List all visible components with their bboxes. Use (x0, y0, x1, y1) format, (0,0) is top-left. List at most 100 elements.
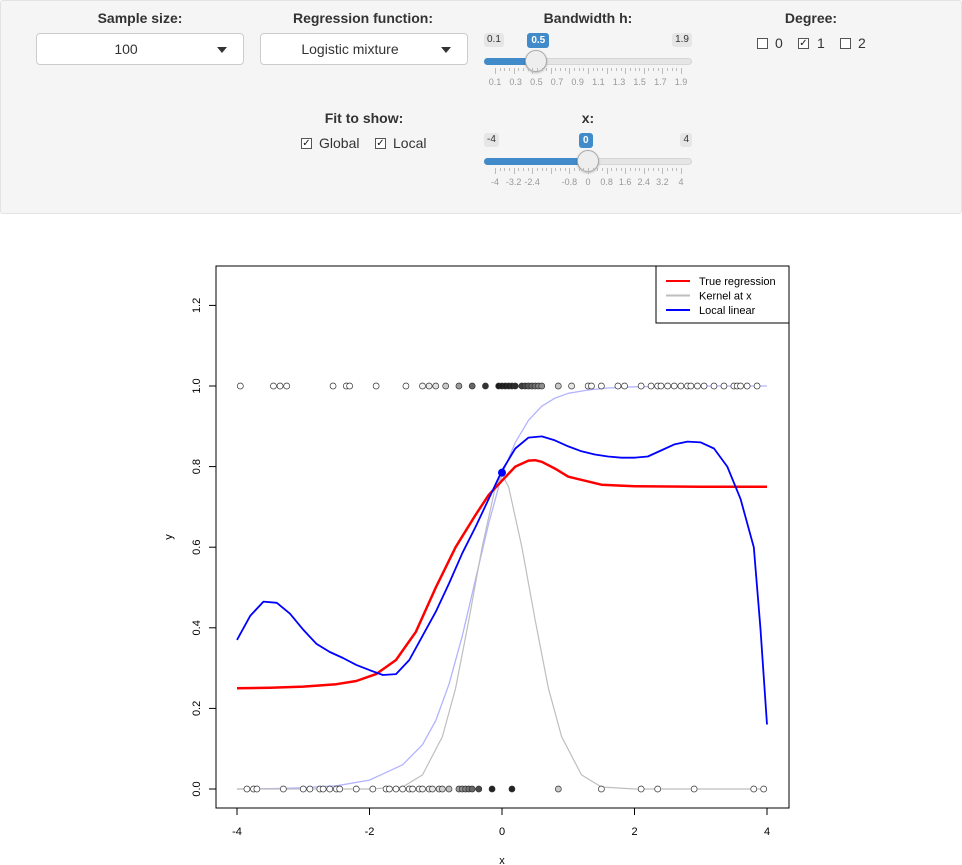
x-slider-tick-mark (583, 168, 585, 171)
data-point (614, 382, 622, 390)
data-point (664, 382, 671, 390)
data-point (326, 785, 334, 793)
bandwidth-tick-mark (606, 68, 608, 74)
x-slider-tick-mark (662, 168, 664, 174)
data-point (475, 785, 483, 793)
x-slider-tick-mark (504, 168, 506, 171)
bandwidth-tick-mark (643, 68, 645, 74)
legend: True regression Kernel at x Local linear (655, 265, 790, 324)
bandwidth-tick-mark (541, 68, 543, 71)
bandwidth-tick-label: 1.7 (654, 77, 667, 87)
bandwidth-tick-mark (648, 68, 650, 71)
x-slider-tick-mark (634, 168, 636, 171)
legend-entry-label: True regression (699, 276, 776, 288)
data-point (386, 785, 393, 793)
x-slider-tick-mark (518, 168, 520, 171)
x-value: 0 (579, 133, 593, 148)
x-slider-tick-mark (681, 168, 682, 174)
controls-panel: Sample size: 100 Regression function: Lo… (0, 0, 962, 214)
degree-1-label: 1 (817, 35, 825, 51)
bandwidth-tick-mark (499, 68, 501, 71)
bandwidth-tick-mark (671, 68, 673, 71)
x-slider-tick-mark (671, 168, 673, 171)
data-point (700, 382, 708, 390)
data-point (694, 382, 701, 390)
bandwidth-tick-mark (662, 68, 664, 74)
local-linear-curve (236, 435, 768, 725)
data-point (283, 382, 291, 390)
bandwidth-tick-label: 0.9 (571, 77, 584, 87)
legend-entry-label: Kernel at x (699, 291, 752, 303)
data-point (402, 382, 410, 390)
true-regression-curve (236, 458, 767, 690)
sample-size-select[interactable]: 100 (36, 33, 244, 65)
data-point (372, 382, 380, 390)
bandwidth-slider[interactable]: 0.1 1.9 0.5 0.1 0.3 0.5 0.7 0.9 1.1 1.3 1.5 1.7 1… (484, 31, 692, 91)
x-slider-tick-mark (578, 168, 580, 171)
x-slider-tick-label: -3.2 (505, 177, 522, 187)
x-slider-tick-label: -4 (490, 177, 500, 187)
bandwidth-tick-mark (578, 68, 580, 71)
chevron-down-icon (217, 47, 227, 53)
bandwidth-tick-mark (639, 68, 641, 71)
local-fit-checkbox[interactable]: ✓ (375, 138, 386, 149)
regression-function-value: Logistic mixture (301, 41, 399, 57)
data-point (243, 785, 251, 793)
x-slider-tick-mark (657, 168, 659, 171)
data-point (425, 382, 433, 390)
data-point (657, 382, 665, 390)
bandwidth-tick-mark (653, 68, 655, 71)
x-slider-tick-mark (615, 168, 617, 171)
data-point (253, 785, 261, 793)
global-fit-checkbox[interactable]: ✓ (301, 138, 312, 149)
x-slider-tick-mark (536, 168, 538, 171)
local-fit-label: Local (393, 135, 427, 151)
x-slider-tick-mark (676, 168, 678, 171)
x-slider-tick-label: 0.8 (600, 177, 613, 187)
bandwidth-tick-mark (629, 68, 631, 71)
data-point (670, 382, 678, 390)
data-point (429, 785, 436, 793)
data-point (488, 785, 496, 793)
bandwidth-tick-mark (522, 68, 524, 71)
data-point (236, 382, 244, 390)
x-slider-tick-label: -0.8 (561, 177, 578, 187)
x-slider[interactable]: -4 4 0 -4 -3.2 -2.4 -0.8 0 0.8 1.6 2.4 3.2 4 (484, 131, 692, 191)
regression-function-select[interactable]: Logistic mixture (260, 33, 468, 65)
data-point (276, 382, 284, 390)
degree-0-checkbox[interactable] (757, 38, 768, 49)
x-slider-tick-mark (653, 168, 655, 171)
degree-2-checkbox[interactable] (840, 38, 851, 49)
bandwidth-tick-label: 1.9 (674, 77, 688, 87)
bandwidth-tick-mark (569, 68, 571, 74)
bandwidth-tick-mark (574, 68, 576, 71)
bandwidth-tick-mark (625, 68, 627, 74)
x-fill (484, 158, 588, 165)
data-point (690, 785, 698, 793)
data-point (419, 785, 426, 793)
x-slider-tick-mark (550, 168, 552, 174)
data-point (439, 785, 446, 793)
y-tick-label: 0.2 (191, 701, 203, 716)
data-point (647, 382, 655, 390)
bandwidth-tick-mark (564, 68, 566, 71)
bandwidth-handle[interactable] (525, 50, 548, 72)
data-point (598, 382, 605, 390)
data-point (346, 382, 353, 390)
data-point (306, 785, 314, 793)
bandwidth-tick-mark (546, 68, 548, 71)
data-point (329, 382, 337, 390)
data-point (637, 785, 645, 793)
data-point (336, 785, 344, 793)
x-slider-tick-label: 3.2 (656, 177, 669, 187)
x-slider-tick-mark (629, 168, 631, 171)
x-slider-tick-label: 4 (678, 177, 684, 187)
bandwidth-tick-mark (634, 68, 636, 71)
data-point (621, 382, 628, 390)
y-axis-label: y (163, 534, 175, 540)
degree-1-checkbox[interactable]: ✓ (798, 38, 809, 49)
sample-size-value: 100 (114, 41, 138, 57)
bandwidth-tick-mark (527, 68, 529, 71)
x-max: 4 (680, 133, 692, 147)
